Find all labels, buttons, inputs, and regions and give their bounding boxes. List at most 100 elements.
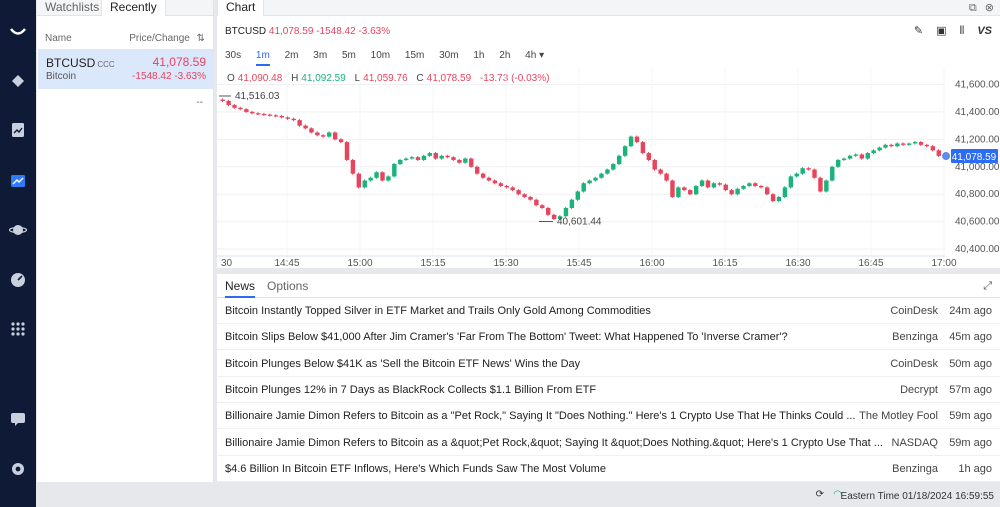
candle-body[interactable] — [889, 144, 894, 147]
candle-body[interactable] — [906, 143, 912, 145]
candle-body[interactable] — [628, 136, 634, 147]
panel-divider[interactable] — [217, 268, 1000, 272]
candle-body[interactable] — [699, 180, 705, 187]
document-chart-icon[interactable] — [9, 121, 27, 139]
candle-body[interactable] — [309, 128, 314, 133]
tab-recently[interactable]: Recently — [101, 0, 166, 16]
candle-body[interactable] — [717, 183, 723, 185]
column-price-header[interactable]: Price/Change — [129, 33, 190, 44]
candle-body[interactable] — [735, 188, 740, 195]
candle-body[interactable] — [315, 132, 320, 136]
news-title[interactable]: Bitcoin Slips Below $41,000 After Jim Cr… — [225, 331, 788, 344]
candle-body[interactable] — [522, 194, 527, 197]
candle-body[interactable] — [747, 183, 752, 187]
interval-4h-dropdown[interactable]: 4h ▾ — [525, 50, 545, 61]
expand-icon[interactable]: ⤢ — [983, 280, 992, 292]
candle-body[interactable] — [711, 183, 717, 188]
candle-body[interactable] — [327, 132, 332, 137]
interval-1h[interactable]: 1h — [473, 50, 485, 61]
candle-body[interactable] — [794, 173, 799, 177]
candle-body[interactable] — [924, 144, 930, 147]
candle-body[interactable] — [859, 154, 865, 159]
planet-icon[interactable] — [8, 221, 28, 239]
news-row[interactable]: Bitcoin Slips Below $41,000 After Jim Cr… — [217, 324, 1000, 351]
candle-body[interactable] — [575, 191, 580, 200]
candle-body[interactable] — [238, 107, 243, 110]
candle-body[interactable] — [824, 180, 829, 192]
candle-body[interactable] — [865, 153, 870, 159]
candle-body[interactable] — [350, 159, 356, 174]
message-icon[interactable] — [9, 410, 27, 428]
candle-body[interactable] — [617, 155, 622, 165]
close-panel-icon[interactable]: ⊗ — [984, 2, 994, 14]
candle-body[interactable] — [676, 187, 681, 197]
candle-body[interactable] — [250, 111, 255, 114]
tab-options[interactable]: Options — [267, 279, 309, 293]
candle-body[interactable] — [776, 196, 782, 202]
candle-body[interactable] — [516, 190, 521, 195]
candle-body[interactable] — [569, 199, 575, 208]
candle-body[interactable] — [741, 186, 746, 189]
candle-body[interactable] — [788, 176, 794, 188]
candle-body[interactable] — [510, 187, 515, 191]
news-row[interactable]: $4.6 Billion In Bitcoin ETF Inflows, Her… — [217, 456, 1000, 482]
news-title[interactable]: Bitcoin Plunges 12% in 7 Days as BlackRo… — [225, 383, 597, 396]
news-title[interactable]: Bitcoin Instantly Topped Silver in ETF M… — [225, 305, 651, 317]
candle-body[interactable] — [457, 159, 462, 163]
candle-body[interactable] — [528, 196, 533, 200]
candle-body[interactable] — [427, 153, 433, 156]
news-title[interactable]: $4.6 Billion In Bitcoin ETF Inflows, Her… — [225, 462, 606, 475]
candle-body[interactable] — [563, 207, 569, 217]
candle-body[interactable] — [818, 177, 823, 192]
candle-body[interactable] — [806, 168, 811, 170]
tab-watchlists[interactable]: Watchlists — [45, 0, 100, 14]
candle-body[interactable] — [398, 159, 403, 165]
interval-2m[interactable]: 2m — [284, 50, 299, 61]
candle-body[interactable] — [338, 139, 344, 143]
interval-30s[interactable]: 30s — [225, 50, 242, 61]
candle-body[interactable] — [847, 155, 853, 159]
candle-body[interactable] — [433, 153, 438, 159]
interval-30m[interactable]: 30m — [439, 50, 459, 61]
refresh-icon[interactable]: ⟳ — [815, 489, 824, 500]
price-chart[interactable]: 41,600.00 41,400.00 41,200.00 41,000.00 40,8… — [217, 68, 1000, 268]
candle-body[interactable] — [279, 116, 285, 118]
news-row[interactable]: Bitcoin Plunges 12% in 7 Days as BlackRo… — [217, 377, 1000, 403]
candle-body[interactable] — [705, 180, 711, 188]
candle-body[interactable] — [374, 172, 379, 178]
market-chart-icon[interactable] — [9, 172, 27, 190]
candle-body[interactable] — [895, 143, 900, 147]
news-row[interactable]: Billionaire Jamie Dimon Refers to Bitcoi… — [217, 403, 1000, 430]
candle-body[interactable] — [232, 105, 237, 108]
screenshot-icon[interactable]: ▣ — [936, 25, 947, 37]
candle-body[interactable] — [445, 155, 450, 158]
candle-body[interactable] — [871, 150, 876, 154]
candle-body[interactable] — [492, 180, 498, 184]
candle-body[interactable] — [344, 142, 350, 160]
candle-body[interactable] — [368, 177, 373, 181]
candle-body[interactable] — [403, 158, 409, 160]
candle-body[interactable] — [877, 147, 882, 151]
pencil-icon[interactable]: ✎ — [913, 25, 924, 37]
candle-body[interactable] — [930, 146, 936, 151]
candle-body[interactable] — [853, 154, 859, 156]
candle-body[interactable] — [256, 113, 261, 115]
candle-body[interactable] — [321, 135, 326, 137]
candle-body[interactable] — [670, 180, 675, 197]
candle-body[interactable] — [297, 120, 302, 126]
news-row[interactable]: Billionaire Jamie Dimon Refers to Bitcoi… — [217, 430, 1000, 456]
news-title[interactable]: Billionaire Jamie Dimon Refers to Bitcoi… — [225, 436, 883, 449]
candle-body[interactable] — [273, 115, 279, 117]
candle-body[interactable] — [936, 150, 941, 156]
news-row[interactable]: Bitcoin Plunges Below $41K as 'Sell the … — [217, 351, 1000, 377]
candle-body[interactable] — [380, 172, 385, 181]
candle-body[interactable] — [912, 142, 918, 144]
candle-body[interactable] — [474, 166, 480, 174]
candle-body[interactable] — [362, 180, 367, 188]
candle-body[interactable] — [469, 158, 474, 167]
candle-body[interactable] — [409, 157, 415, 159]
candle-body[interactable] — [267, 114, 273, 116]
candle-body[interactable] — [812, 169, 817, 178]
candle-body[interactable] — [386, 176, 391, 181]
candle-body[interactable] — [729, 190, 734, 195]
